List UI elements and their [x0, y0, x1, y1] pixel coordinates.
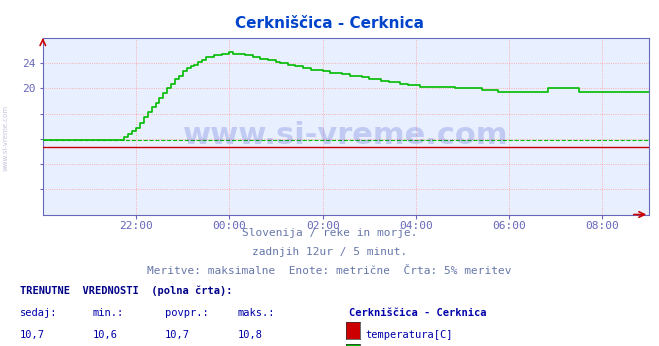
Text: 10,7: 10,7 — [165, 330, 190, 340]
Text: sedaj:: sedaj: — [20, 308, 57, 318]
Text: www.si-vreme.com: www.si-vreme.com — [2, 105, 9, 172]
Text: maks.:: maks.: — [237, 308, 275, 318]
Text: www.si-vreme.com: www.si-vreme.com — [183, 121, 509, 149]
Text: Slovenija / reke in morje.: Slovenija / reke in morje. — [242, 228, 417, 238]
Text: 10,8: 10,8 — [237, 330, 262, 340]
Text: 10,7: 10,7 — [20, 330, 45, 340]
Text: Cerkniščica - Cerknica: Cerkniščica - Cerknica — [235, 16, 424, 30]
Text: Meritve: maksimalne  Enote: metrične  Črta: 5% meritev: Meritve: maksimalne Enote: metrične Črta… — [147, 266, 512, 276]
Text: 10,6: 10,6 — [92, 330, 117, 340]
Text: min.:: min.: — [92, 308, 123, 318]
Text: zadnjih 12ur / 5 minut.: zadnjih 12ur / 5 minut. — [252, 247, 407, 257]
Text: TRENUTNE  VREDNOSTI  (polna črta):: TRENUTNE VREDNOSTI (polna črta): — [20, 285, 232, 296]
Text: Cerkniščica - Cerknica: Cerkniščica - Cerknica — [349, 308, 487, 318]
Text: temperatura[C]: temperatura[C] — [366, 330, 453, 340]
Text: povpr.:: povpr.: — [165, 308, 208, 318]
